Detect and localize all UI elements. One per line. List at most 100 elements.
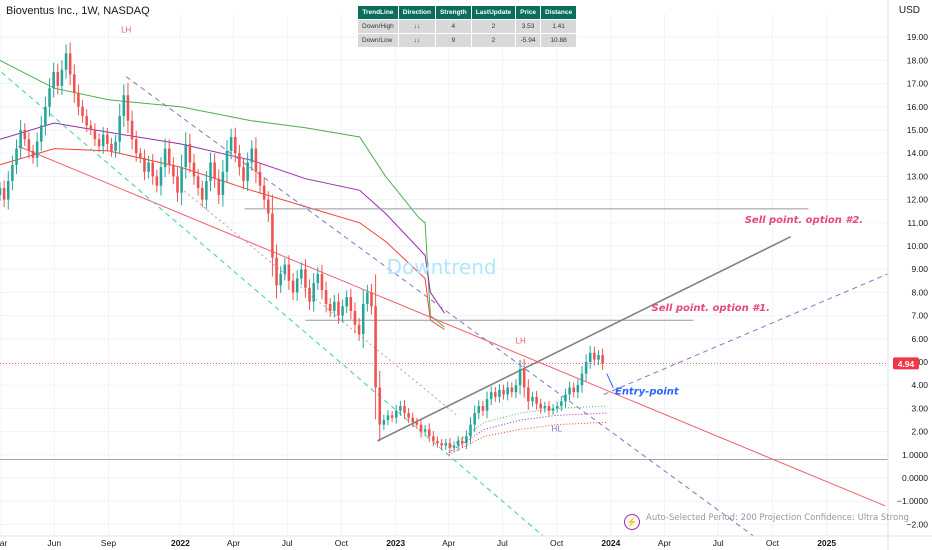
candle-body <box>267 199 270 214</box>
x-tick-label: Apr <box>658 538 671 548</box>
candle-body <box>287 264 291 281</box>
candle-body <box>374 306 377 388</box>
trend-table-col-5: Distance <box>540 5 578 20</box>
candle-body <box>572 387 576 393</box>
candle-body <box>172 164 175 177</box>
candle-body <box>23 130 27 140</box>
x-tick-label: Jul <box>713 538 724 548</box>
candle-body <box>353 310 357 325</box>
grid <box>0 14 888 536</box>
candle-body <box>551 408 555 411</box>
x-axis[interactable]: Mar Jun Sep 2022 Apr Jul Oct 2023 Apr Jul Oct 2024 A… <box>0 535 932 548</box>
candle-body <box>184 143 188 168</box>
upper-band-line <box>0 59 445 328</box>
annotation-label: Downtrend <box>387 255 497 279</box>
candle-body <box>539 403 542 409</box>
candle-body <box>304 269 307 288</box>
candle-body <box>159 167 163 186</box>
symbol-title[interactable]: Bioventus Inc., 1W, NASDAQ <box>6 5 150 17</box>
candle-body <box>415 422 419 425</box>
candle-body <box>440 443 443 446</box>
candle-body <box>52 72 55 89</box>
candle-body <box>370 292 373 307</box>
support-dashed-line <box>0 70 544 536</box>
candle-body <box>560 401 563 407</box>
annotation-label: Entry-point <box>615 386 680 397</box>
annotation-label: Sell point. option #1. <box>652 303 770 314</box>
candle-body <box>456 440 460 446</box>
candle-body <box>283 264 287 274</box>
candle-body <box>81 106 84 117</box>
candle-body <box>452 445 456 448</box>
trend-table-cell: ↓↓ <box>397 19 436 34</box>
candle-body <box>200 188 204 200</box>
candle-body <box>44 106 47 126</box>
y-axis[interactable]: 19.00 18.00 17.00 16.00 15.00 14.00 13.00 12.00… <box>887 0 929 550</box>
candle-body <box>527 387 530 402</box>
y-tick-label: 8.00 <box>911 287 928 297</box>
candle-body <box>465 436 468 444</box>
candle-body <box>432 436 435 441</box>
trend-table-cell: 4 <box>434 19 472 34</box>
annotation-label: Sell point. option #2. <box>745 215 863 226</box>
candle-body <box>213 162 216 179</box>
candle-body <box>576 385 580 393</box>
candle-body <box>300 269 303 279</box>
y-tick-label: 0.0000 <box>902 473 928 483</box>
candle-body <box>2 188 6 200</box>
candle-body <box>196 176 200 188</box>
candle-body <box>60 69 64 86</box>
candle-body <box>6 181 10 200</box>
annotation-label: HL <box>551 425 562 434</box>
candle-body <box>489 392 493 400</box>
channel-dashed-line <box>125 76 755 536</box>
x-tick-label: Oct <box>335 538 349 548</box>
price-tag-box <box>893 357 919 370</box>
candle-body <box>411 417 415 423</box>
x-tick-label: Jun <box>47 538 61 548</box>
candle-body <box>564 394 567 402</box>
candle-body <box>448 443 452 448</box>
y-tick-label: 11.00 <box>907 218 928 228</box>
candle-body <box>130 120 134 140</box>
candle-body <box>316 273 320 284</box>
last-price-tag: 4.94 <box>893 357 919 370</box>
candle-body <box>238 153 241 168</box>
candle-body <box>254 148 258 172</box>
annotations: LH LH HL Downtrend Sell point. option #2. Sel… <box>121 26 863 434</box>
candle-body <box>250 148 254 163</box>
dotted-red-band <box>448 421 607 456</box>
x-tick-label: Oct <box>766 538 780 548</box>
candle-body <box>225 150 229 172</box>
y-tick-label: 3.00 <box>911 403 928 413</box>
candle-body <box>514 385 518 393</box>
trend-table-header: TrendLine Direction Strength LastUpdate Pric… <box>357 5 578 20</box>
candle-body <box>378 387 382 425</box>
candle-body <box>498 389 501 397</box>
candle-body <box>341 306 344 316</box>
candle-body <box>510 387 514 393</box>
x-tick-label: 2025 <box>817 538 836 548</box>
candle-body <box>188 143 192 163</box>
candle-body <box>229 136 233 151</box>
candle-body <box>324 290 328 304</box>
candle-body <box>485 399 489 411</box>
y-tick-label: 6.00 <box>911 334 928 344</box>
candle-body <box>427 429 431 437</box>
y-tick-label: 17.00 <box>907 79 929 89</box>
trend-table: TrendLine Direction Strength LastUpdate Pric… <box>357 5 578 48</box>
candle-body <box>506 387 509 395</box>
annotation-label: LH <box>121 26 131 35</box>
y-tick-label: −2.00 <box>906 519 928 529</box>
trend-table-cell: Down/High <box>357 19 399 34</box>
lightning-icon[interactable]: ⚡ <box>624 514 640 530</box>
candle-body <box>122 95 126 117</box>
candle-body <box>221 171 225 195</box>
purple-dotted-line <box>180 187 458 416</box>
candle-body <box>139 153 142 158</box>
currency-label[interactable]: USD <box>898 5 920 16</box>
candle-body <box>163 148 167 168</box>
trend-table-col-3: LastUpdate <box>470 5 517 20</box>
candle-body <box>31 150 35 158</box>
